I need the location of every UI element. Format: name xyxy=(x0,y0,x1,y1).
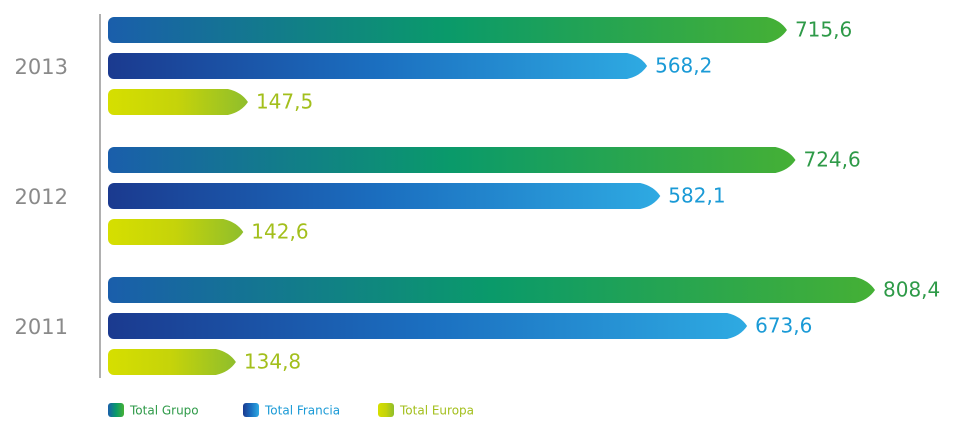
bar xyxy=(108,313,748,339)
value-label: 808,4 xyxy=(883,278,940,302)
legend-swatch xyxy=(378,403,394,417)
bar xyxy=(108,219,244,245)
value-label: 134,8 xyxy=(244,350,301,374)
bar xyxy=(108,17,787,43)
value-label: 715,6 xyxy=(795,18,852,42)
value-label: 582,1 xyxy=(668,184,725,208)
bar xyxy=(108,89,248,115)
legend-label: Total Francia xyxy=(264,404,340,418)
bar xyxy=(108,183,661,209)
bar xyxy=(108,53,648,79)
value-label: 568,2 xyxy=(655,54,712,78)
legend-label: Total Grupo xyxy=(129,404,199,418)
bar xyxy=(108,349,236,375)
bar xyxy=(108,147,796,173)
legend-label: Total Europa xyxy=(399,404,474,418)
legend-swatch xyxy=(108,403,124,417)
category-label: 2011 xyxy=(15,315,68,339)
category-label: 2013 xyxy=(15,55,68,79)
bar xyxy=(108,277,875,303)
category-label: 2012 xyxy=(15,185,68,209)
value-label: 673,6 xyxy=(755,314,812,338)
value-label: 142,6 xyxy=(251,220,308,244)
legend-swatch xyxy=(243,403,259,417)
value-label: 724,6 xyxy=(803,148,860,172)
value-label: 147,5 xyxy=(256,90,313,114)
